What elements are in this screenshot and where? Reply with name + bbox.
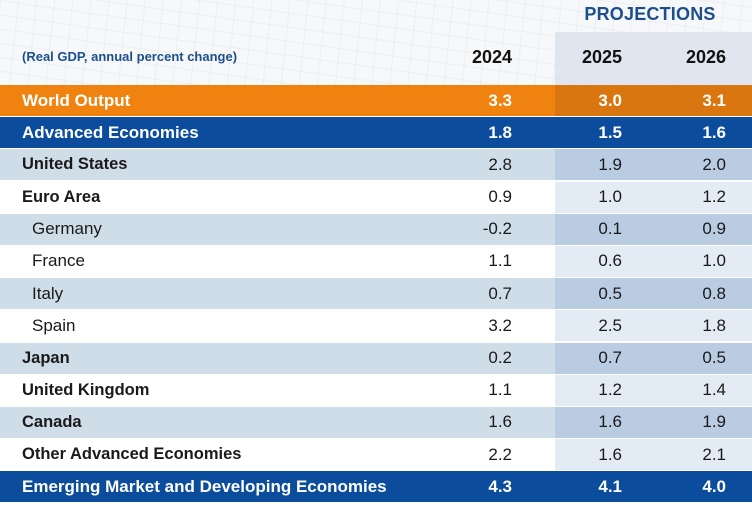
table-row: Emerging Market and Developing Economies… bbox=[0, 471, 752, 503]
value-2026: 3.1 bbox=[702, 90, 726, 110]
table-row: France 1.1 0.6 1.0 bbox=[0, 245, 752, 277]
value-2026: 1.0 bbox=[702, 251, 726, 271]
row-label: Japan bbox=[22, 348, 70, 367]
value-2024: 2.2 bbox=[488, 444, 512, 464]
value-2024: 1.1 bbox=[488, 380, 512, 400]
value-2024: 4.3 bbox=[488, 476, 512, 496]
row-label: World Output bbox=[22, 90, 131, 110]
projection-cell-shade bbox=[555, 149, 752, 181]
value-2024: 0.9 bbox=[488, 187, 512, 207]
value-2024: 1.8 bbox=[488, 122, 512, 142]
value-2026: 0.8 bbox=[702, 283, 726, 303]
value-2024: 1.1 bbox=[488, 251, 512, 271]
table-row: Advanced Economies 1.8 1.5 1.6 bbox=[0, 117, 752, 149]
value-2025: 3.0 bbox=[598, 90, 622, 110]
projection-cell-shade bbox=[555, 245, 752, 277]
year-header-2025: 2025 bbox=[581, 47, 622, 67]
row-label: Italy bbox=[32, 283, 64, 303]
table-row: Canada 1.6 1.6 1.9 bbox=[0, 406, 752, 438]
projection-cell-shade bbox=[555, 278, 752, 310]
value-2024: -0.2 bbox=[482, 219, 512, 239]
value-2025: 1.6 bbox=[598, 412, 622, 432]
value-2026: 0.5 bbox=[702, 348, 726, 367]
table-row: Germany -0.2 0.1 0.9 bbox=[0, 213, 752, 245]
projection-cell-shade bbox=[555, 117, 752, 149]
value-2025: 1.5 bbox=[598, 122, 622, 142]
value-2025: 0.5 bbox=[598, 283, 622, 303]
value-2024: 1.6 bbox=[488, 412, 512, 432]
row-label: Euro Area bbox=[22, 187, 101, 206]
row-label: France bbox=[32, 251, 85, 271]
value-2026: 1.6 bbox=[702, 122, 726, 142]
value-2024: 3.3 bbox=[488, 90, 512, 110]
value-2025: 1.6 bbox=[598, 444, 622, 464]
row-label: Other Advanced Economies bbox=[22, 445, 242, 464]
projection-cell-shade bbox=[555, 181, 752, 213]
table-row: World Output 3.3 3.0 3.1 bbox=[0, 85, 752, 116]
row-label: Emerging Market and Developing Economies bbox=[22, 476, 387, 496]
row-label: United States bbox=[22, 155, 128, 174]
value-2026: 1.8 bbox=[702, 315, 726, 335]
value-2024: 2.8 bbox=[488, 154, 512, 174]
value-2026: 2.0 bbox=[702, 154, 726, 174]
value-2025: 0.1 bbox=[598, 219, 622, 239]
value-2024: 0.7 bbox=[488, 283, 512, 303]
table-row: Euro Area 0.9 1.0 1.2 bbox=[0, 181, 752, 213]
year-header-2024: 2024 bbox=[471, 47, 512, 67]
value-2025: 1.0 bbox=[598, 187, 622, 207]
value-2025: 4.1 bbox=[598, 476, 622, 496]
year-header-2026: 2026 bbox=[685, 47, 726, 67]
value-2026: 0.9 bbox=[702, 219, 726, 239]
projection-cell-shade bbox=[555, 213, 752, 245]
row-label: Advanced Economies bbox=[22, 122, 199, 142]
projection-cell-shade bbox=[555, 439, 752, 471]
table-row: Other Advanced Economies 2.2 1.6 2.1 bbox=[0, 439, 752, 471]
value-2025: 0.6 bbox=[598, 251, 622, 271]
projection-cell-shade bbox=[555, 85, 752, 116]
row-label: United Kingdom bbox=[22, 380, 150, 399]
row-label: Canada bbox=[22, 412, 82, 431]
table-row: Japan 0.2 0.7 0.5 bbox=[0, 342, 752, 374]
row-label: Spain bbox=[32, 315, 76, 335]
value-2026: 1.9 bbox=[702, 412, 726, 432]
projection-cell-shade bbox=[555, 471, 752, 503]
projections-header-shade bbox=[555, 32, 752, 86]
value-2026: 4.0 bbox=[702, 476, 726, 496]
value-2025: 0.7 bbox=[598, 348, 622, 367]
projection-cell-shade bbox=[555, 342, 752, 374]
value-2026: 1.2 bbox=[702, 187, 726, 207]
row-label: Germany bbox=[32, 219, 102, 239]
value-2025: 1.2 bbox=[598, 380, 622, 400]
table-row: Italy 0.7 0.5 0.8 bbox=[0, 278, 752, 310]
value-2024: 3.2 bbox=[488, 315, 512, 335]
value-2025: 1.9 bbox=[598, 154, 622, 174]
projections-label: PROJECTIONS bbox=[584, 4, 716, 24]
table-row: United Kingdom 1.1 1.2 1.4 bbox=[0, 374, 752, 406]
gdp-table: World Output 3.3 3.0 3.1 Advanced Economies… bbox=[0, 85, 752, 503]
value-2025: 2.5 bbox=[598, 315, 622, 335]
value-2026: 2.1 bbox=[702, 444, 726, 464]
value-2026: 1.4 bbox=[702, 380, 726, 400]
table-subtitle: (Real GDP, annual percent change) bbox=[22, 49, 238, 64]
projection-cell-shade bbox=[555, 310, 752, 342]
table-row: United States 2.8 1.9 2.0 bbox=[0, 149, 752, 181]
projection-cell-shade bbox=[555, 374, 752, 406]
value-2024: 0.2 bbox=[488, 348, 512, 367]
table-row: Spain 3.2 2.5 1.8 bbox=[0, 310, 752, 342]
projection-cell-shade bbox=[555, 406, 752, 438]
